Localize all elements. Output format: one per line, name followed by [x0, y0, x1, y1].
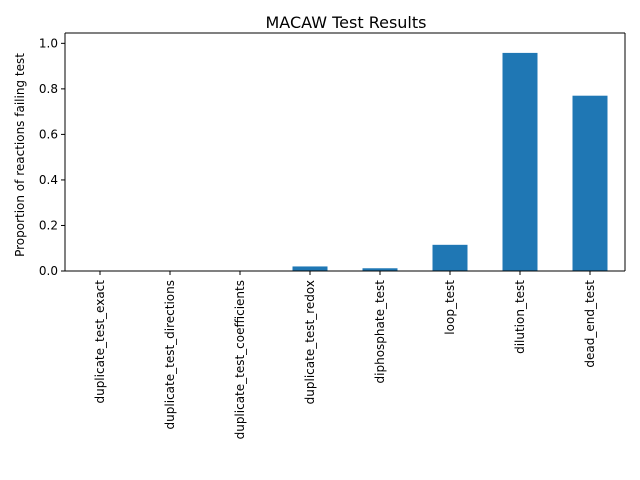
x-tick-label-duplicate-test-coefficients: duplicate_test_coefficients: [233, 280, 247, 439]
bar-loop-test: [432, 244, 468, 271]
axes-frame: [64, 32, 626, 272]
y-tick-label: 0.6: [39, 127, 58, 141]
y-tick-label: 1.0: [39, 36, 58, 50]
x-tick-label-duplicate-test-exact: duplicate_test_exact: [93, 280, 107, 404]
y-tick-label: 0.4: [39, 173, 58, 187]
y-tick-label: 0.2: [39, 218, 58, 232]
bar-diphosphate-test: [362, 268, 398, 271]
bar-dilution-test: [502, 52, 538, 271]
x-tick-label-loop-test: loop_test: [443, 280, 457, 335]
x-tick-label-duplicate-test-directions: duplicate_test_directions: [163, 280, 177, 429]
y-ticks-group: 0.0 0.2 0.4 0.6 0.8 1.0: [39, 36, 65, 278]
bar-dead-end-test: [572, 95, 608, 272]
chart-title: MACAW Test Results: [266, 13, 427, 32]
bars-group: [292, 52, 608, 272]
x-tick-label-dilution-test: dilution_test: [513, 280, 527, 354]
y-tick-label: 0.0: [39, 264, 58, 278]
x-tick-label-diphosphate-test: diphosphate_test: [373, 280, 387, 384]
x-ticks-group: duplicate_test_exact duplicate_test_direc…: [93, 271, 597, 439]
y-tick-label: 0.8: [39, 82, 58, 96]
bar-duplicate-test-redox: [292, 266, 328, 271]
y-axis-label: Proportion of reactions failing test: [13, 53, 27, 257]
x-tick-label-duplicate-test-redox: duplicate_test_redox: [303, 280, 317, 404]
x-tick-label-dead-end-test: dead_end_test: [583, 280, 597, 368]
